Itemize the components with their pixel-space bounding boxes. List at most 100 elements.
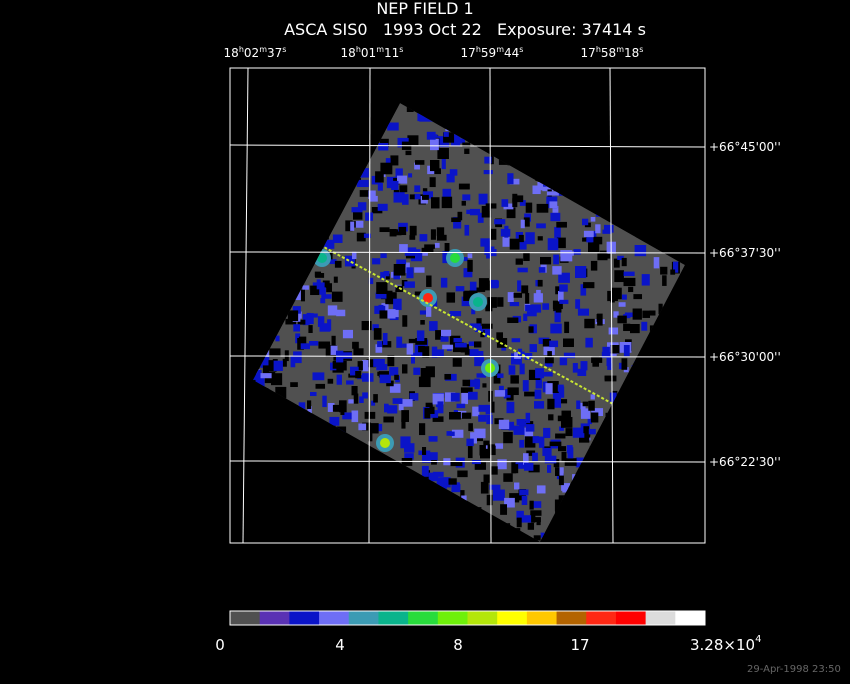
noise-pixel [569, 503, 576, 513]
noise-pixel [408, 173, 413, 178]
noise-pixel [574, 130, 580, 139]
noise-pixel [547, 464, 552, 473]
noise-pixel [484, 156, 492, 164]
noise-pixel [612, 513, 623, 524]
noise-pixel [518, 234, 524, 243]
noise-pixel [623, 271, 635, 276]
noise-pixel [264, 293, 275, 300]
noise-pixel [507, 154, 517, 166]
noise-pixel [502, 237, 510, 247]
noise-pixel [538, 267, 546, 273]
noise-pixel [467, 259, 473, 272]
noise-pixel [390, 229, 402, 236]
noise-pixel [380, 253, 387, 259]
noise-pixel [451, 484, 461, 493]
noise-pixel [588, 133, 595, 138]
noise-pixel [582, 218, 589, 226]
noise-pixel [307, 406, 312, 418]
noise-pixel [568, 103, 579, 109]
noise-pixel [524, 427, 534, 440]
noise-pixel [552, 205, 559, 213]
noise-pixel [262, 474, 269, 484]
noise-pixel [348, 373, 358, 378]
noise-pixel [528, 369, 541, 381]
noise-pixel [411, 352, 416, 364]
noise-pixel [290, 472, 303, 480]
noise-pixel [312, 372, 325, 381]
noise-pixel [626, 499, 636, 506]
noise-pixel [460, 344, 469, 353]
noise-pixel [406, 105, 414, 113]
noise-pixel [387, 538, 397, 542]
noise-pixel [642, 475, 648, 486]
noise-pixel [399, 244, 408, 253]
noise-pixel [518, 132, 525, 138]
noise-pixel [572, 363, 578, 373]
noise-pixel [411, 479, 420, 491]
noise-pixel [253, 369, 262, 380]
noise-pixel [653, 103, 660, 114]
noise-pixel [253, 181, 262, 187]
noise-pixel [603, 150, 615, 158]
noise-pixel [398, 226, 407, 236]
noise-pixel [369, 195, 378, 202]
noise-pixel [617, 409, 623, 415]
ra-label: 18h02m37s [224, 45, 287, 60]
noise-pixel [387, 355, 395, 367]
noise-pixel [630, 526, 641, 532]
noise-pixel [290, 382, 298, 387]
noise-pixel [468, 423, 473, 432]
noise-pixel [536, 130, 548, 142]
noise-pixel [409, 194, 415, 200]
noise-pixel [544, 455, 557, 464]
noise-pixel [534, 517, 541, 523]
noise-pixel [627, 462, 635, 469]
noise-pixel [631, 365, 638, 371]
noise-pixel [667, 471, 673, 479]
noise-pixel [363, 233, 371, 238]
noise-pixel [623, 116, 635, 125]
noise-pixel [472, 351, 484, 356]
noise-pixel [466, 438, 474, 447]
noise-pixel [419, 310, 427, 315]
noise-pixel [478, 404, 489, 412]
noise-pixel [460, 490, 465, 500]
noise-pixel [494, 390, 507, 397]
noise-pixel [379, 310, 389, 319]
noise-pixel [416, 483, 424, 493]
noise-pixel [320, 202, 328, 215]
noise-pixel [295, 513, 306, 520]
noise-pixel [347, 179, 356, 187]
noise-pixel [672, 491, 683, 497]
noise-pixel [483, 474, 490, 483]
noise-pixel [609, 505, 621, 516]
noise-pixel [536, 223, 546, 229]
noise-pixel [289, 126, 295, 132]
noise-pixel [279, 498, 289, 507]
noise-pixel [474, 462, 486, 470]
noise-pixel [582, 467, 591, 478]
noise-pixel [432, 393, 444, 405]
noise-pixel [577, 308, 590, 316]
colorbar-swatch [230, 611, 261, 625]
noise-pixel [521, 496, 528, 506]
noise-pixel [628, 504, 636, 511]
noise-pixel [278, 226, 287, 238]
noise-pixel [305, 464, 314, 475]
noise-pixel [404, 443, 415, 453]
noise-pixel [295, 422, 302, 428]
noise-pixel [371, 476, 377, 482]
noise-pixel [457, 470, 468, 478]
noise-pixel [519, 489, 529, 496]
noise-pixel [548, 414, 554, 421]
noise-pixel [310, 156, 323, 162]
bright-source [380, 438, 390, 448]
noise-pixel [413, 367, 421, 375]
noise-pixel [558, 291, 564, 302]
noise-pixel [409, 225, 417, 236]
noise-pixel [678, 305, 685, 315]
noise-pixel [449, 311, 462, 317]
noise-pixel [318, 341, 331, 349]
noise-pixel [489, 152, 494, 165]
noise-pixel [604, 504, 611, 509]
